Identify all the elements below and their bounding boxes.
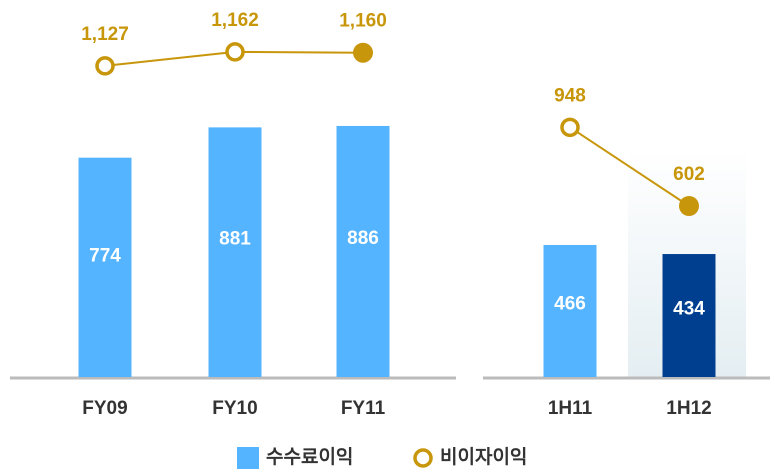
- bar: [78, 157, 132, 377]
- bar-value-label: 434: [673, 298, 705, 319]
- bar-value-label: 881: [219, 229, 251, 250]
- line-marker: [353, 42, 373, 63]
- x-tick-label: FY09: [82, 398, 127, 419]
- bar-value-label: 886: [347, 228, 379, 249]
- legend-label: 수수료이익: [266, 446, 353, 468]
- line-marker: [95, 56, 115, 76]
- line-marker: [560, 117, 580, 138]
- line-value-label: 948: [554, 85, 586, 106]
- legend-label: 비이자이익: [440, 446, 527, 468]
- x-tick-label: FY10: [212, 398, 257, 419]
- line-value-label: 1,160: [339, 11, 387, 32]
- line-value-label: 602: [673, 164, 705, 185]
- bar-value-label: 774: [89, 245, 121, 266]
- line: [569, 126, 690, 207]
- legend-swatch: [237, 447, 259, 469]
- x-tick-label: 1H11: [548, 398, 593, 419]
- bar: [662, 254, 716, 377]
- line-marker: [679, 196, 699, 217]
- bar-value-label: 466: [554, 293, 586, 314]
- bar: [543, 244, 597, 377]
- bar: [208, 127, 262, 377]
- line-value-label: 1,162: [211, 10, 259, 31]
- legend-marker: [413, 448, 433, 468]
- bar: [336, 125, 390, 377]
- x-tick-label: FY11: [341, 398, 386, 419]
- line-marker: [225, 42, 245, 62]
- x-tick-label: 1H12: [666, 398, 711, 419]
- line-value-label: 1,127: [81, 24, 129, 45]
